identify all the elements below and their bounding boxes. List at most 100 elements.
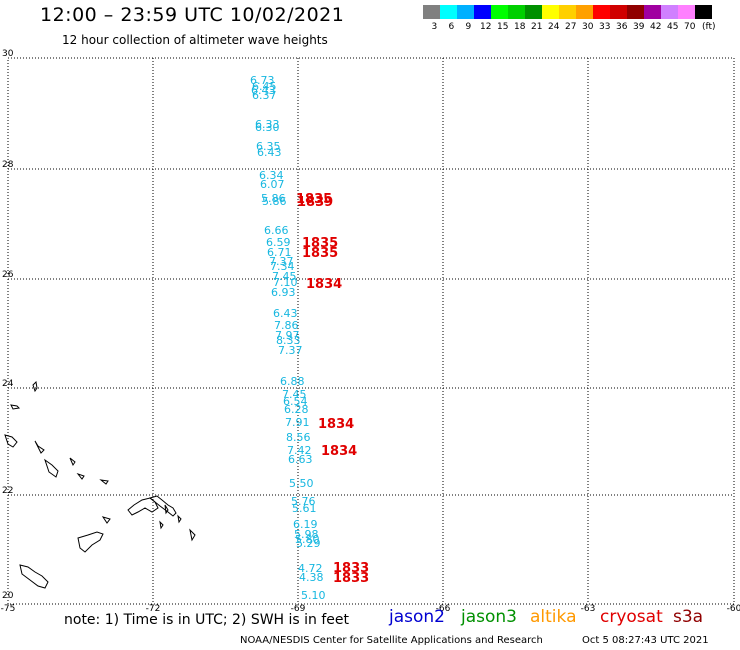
swh-reading: 5.29 [296, 537, 321, 550]
satellite-s3a: s3a [673, 607, 704, 627]
swh-reading: 8.33 [276, 334, 301, 347]
swh-reading: 5.80 [295, 533, 320, 546]
swh-reading: 6.45 [252, 80, 277, 93]
swh-reading: 6.37 [252, 89, 277, 102]
swh-reading: 4.38 [299, 571, 324, 584]
color-scale-label: 45 [667, 22, 679, 32]
pass-time-label: 1833 [333, 571, 369, 586]
longitude-label: -72 [146, 604, 161, 614]
swh-reading: 7.45 [272, 270, 297, 283]
pass-time-label: 1834 [321, 444, 357, 459]
color-scale-label: 9 [465, 22, 472, 32]
color-swatch-11 [610, 5, 627, 19]
color-scale-label: 70 [684, 22, 696, 32]
longitude-label: -69 [291, 604, 306, 614]
swh-reading: 6.66 [264, 224, 289, 237]
latitude-label: 26 [2, 270, 14, 280]
color-swatch-15 [678, 5, 695, 19]
longitude-label: -63 [581, 604, 596, 614]
swh-reading: 7.45 [282, 388, 307, 401]
pass-time-label: 1834 [318, 417, 354, 432]
pass-time-label: 1835 [302, 246, 338, 261]
satellite-jason3: jason3 [461, 607, 517, 627]
swh-reading: 7.97 [275, 329, 300, 342]
color-swatch-6 [525, 5, 542, 19]
swh-reading: 6.34 [259, 169, 284, 182]
swh-reading: 6.88 [280, 375, 305, 388]
pass-time-label: 1835 [302, 236, 338, 251]
satellite-jason2: jason2 [389, 607, 445, 627]
swh-reading: 6.59 [266, 236, 291, 249]
color-scale-label: 42 [650, 22, 662, 32]
color-swatch-2 [457, 5, 474, 19]
longitude-label: -60 [727, 604, 740, 614]
color-swatch-9 [576, 5, 593, 19]
color-swatch-13 [644, 5, 661, 19]
swh-reading: 6.43 [251, 84, 276, 97]
swh-reading: 7.37 [278, 344, 303, 357]
swh-reading: 6.19 [293, 518, 318, 531]
page-subtitle: 12 hour collection of altimeter wave hei… [62, 33, 328, 47]
color-scale-label: 36 [616, 22, 628, 32]
swh-reading: 7.10 [273, 276, 298, 289]
color-swatch-0 [423, 5, 440, 19]
swh-reading: 7.42 [287, 444, 312, 457]
swh-reading: 6.33 [255, 118, 280, 131]
color-scale-label: 6 [448, 22, 455, 32]
swh-reading: 6.43 [273, 307, 298, 320]
color-swatch-12 [627, 5, 644, 19]
swh-reading: 6.28 [284, 403, 309, 416]
pass-time-label: 1835 [296, 192, 332, 207]
pass-time-label: 1833 [333, 561, 369, 576]
swh-reading: 7.37 [269, 255, 294, 268]
swh-reading: 6.07 [260, 178, 285, 191]
color-scale-label: 27 [565, 22, 577, 32]
latitude-label: 20 [2, 591, 14, 601]
swh-reading: 6.43 [257, 146, 282, 159]
color-scale-label: 39 [633, 22, 645, 32]
pass-time-label: 1839 [297, 195, 333, 210]
color-swatch-10 [593, 5, 610, 19]
color-swatch-8 [559, 5, 576, 19]
footer-note: note: 1) Time is in UTC; 2) SWH is in fe… [64, 612, 350, 628]
color-scale-label: 21 [531, 22, 543, 32]
swh-reading: 6.63 [288, 453, 313, 466]
swh-reading: 5.86 [262, 195, 287, 208]
swh-reading: 6.35 [256, 140, 281, 153]
color-scale-label: 15 [497, 22, 509, 32]
pass-time-label: 1834 [306, 277, 342, 292]
color-scale-label: 30 [582, 22, 594, 32]
swh-reading: 4.72 [298, 562, 323, 575]
color-swatch-14 [661, 5, 678, 19]
satellite-cryosat: cryosat [600, 607, 663, 627]
longitude-label: -75 [1, 604, 16, 614]
color-scale-label: 18 [514, 22, 526, 32]
graticule: 30 28 26 24 22 20 -75 -72 -69 -66 -63 -60 [1, 49, 740, 614]
color-swatch-5 [508, 5, 525, 19]
swh-reading: 7.86 [274, 319, 299, 332]
latitude-label: 22 [2, 486, 13, 496]
generation-timestamp: Oct 5 08:27:43 UTC 2021 [582, 635, 709, 646]
color-scale-bar [423, 5, 712, 19]
color-swatch-4 [491, 5, 508, 19]
latitude-label: 24 [2, 379, 14, 389]
swh-reading: 7.34 [270, 260, 295, 273]
swh-reading: 6.73 [250, 74, 275, 87]
swh-reading: 5.98 [294, 528, 319, 541]
swh-reading: 5.61 [292, 502, 317, 515]
swh-reading: 6.93 [271, 286, 296, 299]
coastline [4, 380, 196, 589]
swh-reading: 7.91 [285, 416, 310, 429]
color-swatch-1 [440, 5, 457, 19]
swh-readings: 6.736.456.436.376.336.306.356.436.346.07… [250, 74, 326, 602]
latitude-label: 28 [2, 160, 14, 170]
color-scale-label: (ft) [702, 22, 716, 32]
swh-reading: 5.50 [289, 477, 314, 490]
latitude-label: 30 [2, 49, 14, 59]
swh-reading: 6.30 [255, 121, 280, 134]
swh-reading: 5.10 [301, 589, 326, 602]
swh-reading: 8.56 [286, 431, 311, 444]
color-swatch-16 [695, 5, 712, 19]
